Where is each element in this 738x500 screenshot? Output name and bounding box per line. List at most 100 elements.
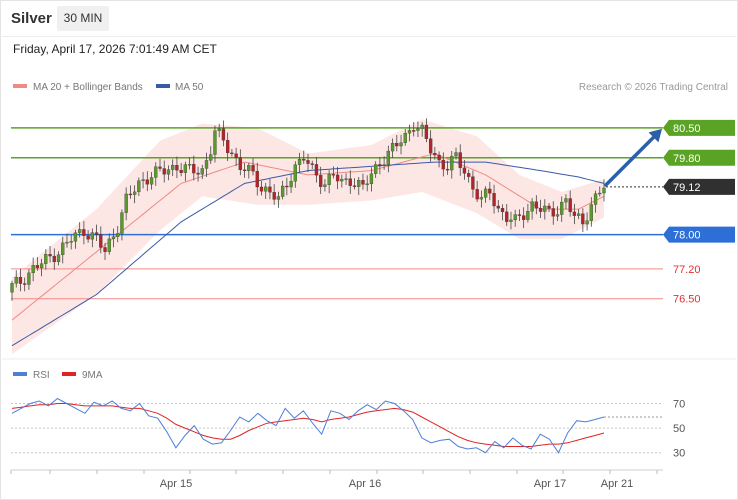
candle: [259, 181, 264, 196]
candle-body: [496, 205, 500, 209]
candle: [145, 171, 149, 192]
candle-body: [10, 283, 14, 293]
ma50-legend-label: MA 50: [175, 82, 204, 93]
candle-body: [564, 198, 568, 203]
candle-body: [166, 169, 171, 175]
rsi-tick-70: 70: [673, 398, 685, 410]
candle: [450, 150, 454, 179]
candle: [593, 190, 598, 213]
candle: [196, 166, 200, 182]
candle: [183, 161, 188, 182]
chart-datetime: Friday, April 17, 2026 7:01:49 AM CET: [13, 42, 217, 56]
candle: [187, 157, 192, 170]
candle: [395, 135, 399, 152]
candle: [111, 228, 116, 248]
candle-body: [61, 242, 65, 255]
candle-body: [378, 164, 382, 166]
candle: [407, 124, 412, 142]
candle-body: [149, 177, 154, 185]
rsi-tick-30: 30: [673, 448, 685, 460]
copyright-text: Research © 2026 Trading Central: [579, 82, 728, 93]
candle-body: [488, 188, 492, 194]
candle: [602, 179, 606, 202]
candle-body: [238, 157, 242, 171]
candle-body: [433, 153, 437, 156]
candle: [247, 162, 251, 179]
candle: [213, 125, 217, 163]
timeframe-badge[interactable]: 30 MIN: [57, 6, 109, 31]
candle: [441, 152, 445, 177]
candle: [251, 158, 255, 176]
candle: [369, 167, 374, 192]
level-label-78.00: 78.00: [673, 230, 701, 242]
candle: [285, 177, 289, 196]
candle: [428, 130, 433, 162]
current-price-label: 79.12: [673, 182, 701, 194]
candle-body: [297, 159, 302, 165]
candle-body: [221, 128, 226, 141]
candle: [255, 162, 259, 196]
candle: [264, 182, 268, 200]
candle-body: [547, 205, 551, 209]
candle: [340, 174, 344, 188]
candle: [234, 147, 238, 167]
candle-body: [94, 232, 99, 235]
candle: [530, 198, 534, 220]
candle-body: [52, 255, 56, 263]
candle-body: [454, 152, 458, 157]
candle-body: [526, 211, 530, 220]
candle-body: [247, 165, 251, 171]
candle: [475, 180, 479, 203]
level-label-76.50: 76.50: [673, 294, 701, 306]
rsi-legend-label: RSI: [33, 370, 50, 381]
level-tag-80.50: [663, 119, 735, 136]
candle-body: [107, 238, 111, 252]
candle: [471, 170, 475, 198]
candle-body: [35, 265, 40, 269]
candle: [171, 159, 175, 177]
candle-body: [251, 165, 255, 172]
candle-body: [331, 174, 336, 176]
candle: [331, 166, 336, 179]
candle: [479, 190, 484, 208]
candle: [297, 152, 302, 173]
rsi-ma-legend-swatch: [62, 372, 76, 376]
candle-body: [517, 214, 522, 216]
candle-body: [27, 272, 31, 285]
candle: [319, 166, 323, 195]
candle-body: [407, 130, 412, 134]
candle: [433, 146, 437, 160]
candle-body: [390, 142, 395, 152]
candle-body: [56, 254, 61, 263]
candle-body: [386, 150, 390, 165]
candle-body: [467, 173, 471, 177]
candle-body: [399, 142, 403, 147]
x-tick-label: Apr 16: [349, 478, 381, 490]
candle-body: [602, 187, 606, 194]
x-tick-label: Apr 15: [160, 478, 192, 490]
candle: [357, 177, 361, 196]
candle: [310, 160, 314, 170]
candle-body: [357, 180, 361, 187]
candle-body: [230, 152, 234, 155]
candle-body: [154, 166, 158, 178]
candle: [103, 242, 107, 261]
candle: [90, 228, 94, 248]
candle: [344, 173, 348, 186]
candle: [323, 179, 327, 192]
candle: [581, 208, 585, 233]
candle: [52, 248, 56, 270]
candle: [86, 230, 90, 243]
candle: [209, 146, 213, 164]
candle-body: [428, 138, 433, 154]
candle: [399, 134, 403, 155]
level-label-80.50: 80.50: [673, 123, 701, 135]
candle-body: [272, 192, 276, 200]
candle: [276, 191, 281, 208]
candle-body: [285, 185, 289, 188]
candle-body: [276, 196, 281, 200]
candle: [598, 186, 602, 197]
candle-body: [124, 193, 128, 213]
candle: [82, 220, 86, 245]
